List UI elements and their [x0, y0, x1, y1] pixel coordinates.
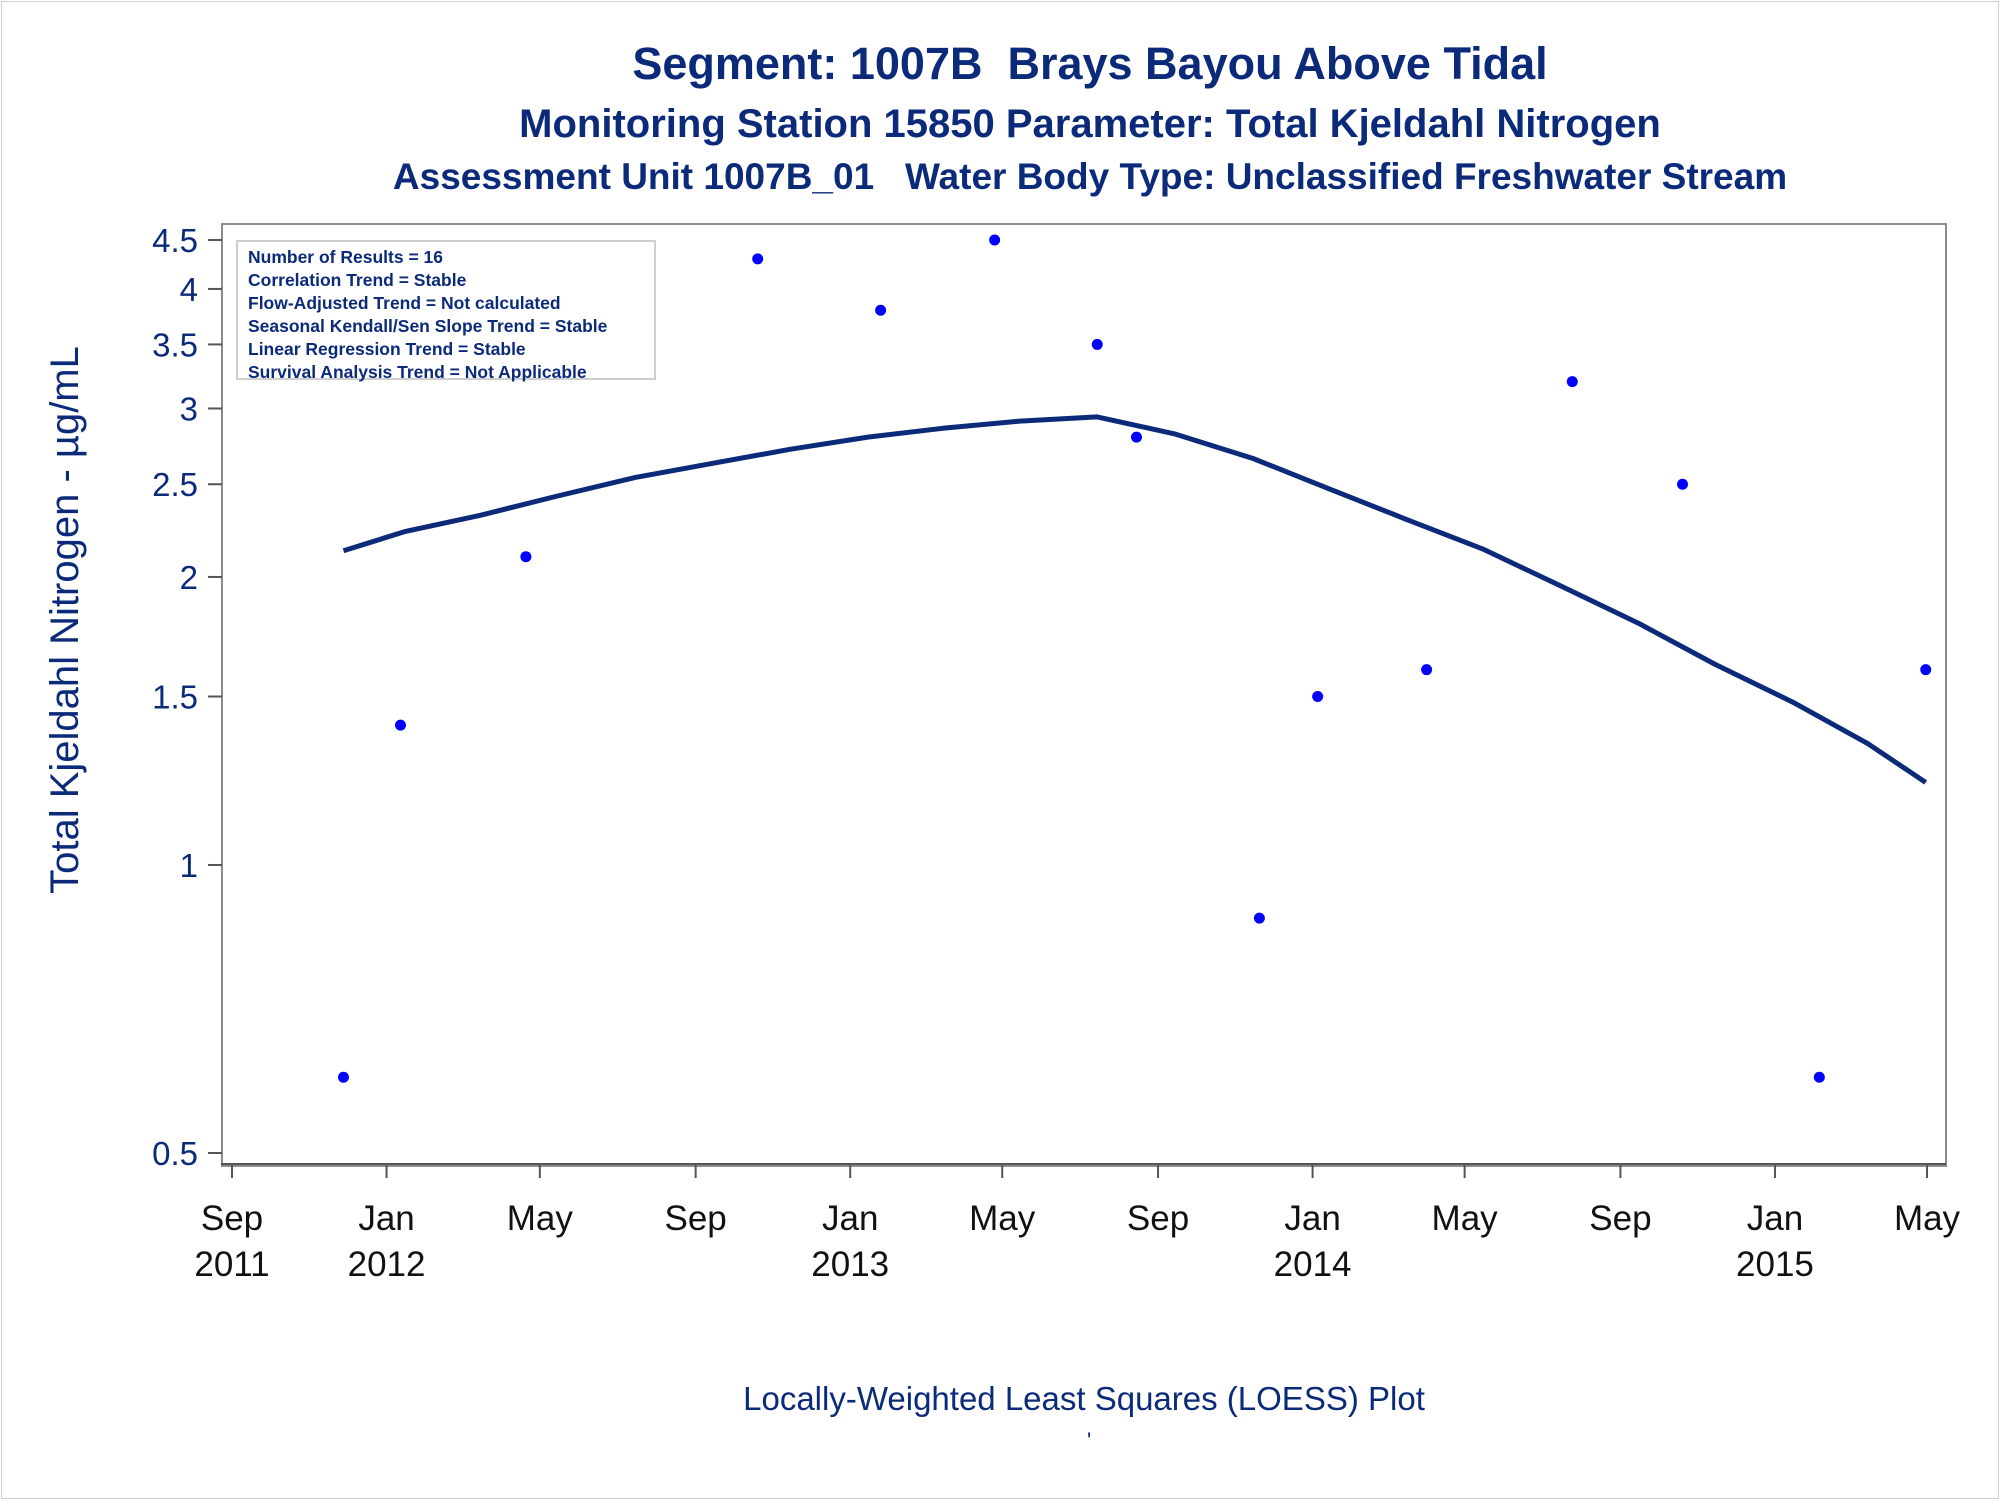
x-tick-label-month: Sep — [665, 1199, 727, 1238]
footnote-mark: ' — [1087, 1428, 1092, 1453]
data-point — [752, 253, 764, 265]
stat-number-of-results: Number of Results = 16 — [248, 247, 443, 267]
x-tick-label-year: 2012 — [348, 1245, 426, 1284]
loess-line-layer — [342, 414, 1928, 785]
data-point — [520, 551, 532, 563]
y-tick-label: 0.5 — [152, 1135, 198, 1172]
data-point — [1253, 912, 1265, 924]
stat-correlation-trend: Correlation Trend = Stable — [248, 270, 467, 290]
y-tick-label: 3 — [180, 390, 198, 427]
stat-survival-analysis-trend: Survival Analysis Trend = Not Applicable — [248, 362, 587, 382]
x-tick-label-month: May — [969, 1199, 1036, 1238]
y-axis: 0.5 1 1.5 2 2.5 3 3.5 4 4.5 — [152, 222, 222, 1172]
x-tick-label-month: Sep — [1127, 1199, 1189, 1238]
data-points-layer — [337, 234, 1932, 1083]
y-tick-label: 1 — [180, 847, 198, 884]
data-point — [989, 234, 1001, 246]
x-tick-label-year: 2011 — [194, 1245, 269, 1284]
trend-statistics-box: Number of Results = 16 Correlation Trend… — [236, 240, 656, 382]
y-tick-label: 2.5 — [152, 466, 198, 503]
x-tick-label-month: May — [1432, 1199, 1499, 1238]
data-point — [337, 1071, 349, 1083]
data-point — [1566, 376, 1578, 388]
data-point — [875, 304, 887, 316]
x-tick-label-month: Jan — [1747, 1199, 1803, 1238]
loess-line — [342, 414, 1928, 785]
data-point — [1421, 664, 1433, 676]
y-tick-label: 4.5 — [152, 222, 198, 259]
data-point — [1813, 1071, 1825, 1083]
plot-footnote: Locally-Weighted Least Squares (LOESS) P… — [743, 1380, 1425, 1417]
data-point — [1312, 691, 1324, 702]
x-axis: Sep 2011 Jan 2012 May Sep Jan 2013 May Sep Jan 2014… — [194, 1163, 1961, 1284]
x-tick-label-month: Jan — [358, 1199, 414, 1238]
data-point — [1131, 431, 1143, 443]
y-tick-label: 3.5 — [152, 326, 198, 363]
x-tick-label-month: May — [1894, 1199, 1961, 1238]
x-tick-label-year: 2014 — [1274, 1245, 1352, 1284]
x-tick-label-month: May — [507, 1199, 574, 1238]
data-point — [1920, 664, 1932, 676]
chart-subtitle-2: Assessment Unit 1007B_01 Water Body Type… — [392, 156, 1788, 197]
y-tick-label: 1.5 — [152, 679, 198, 716]
x-tick-label-month: Sep — [201, 1199, 263, 1238]
chart-title: Segment: 1007B Brays Bayou Above Tidal — [632, 38, 1548, 89]
data-point — [1091, 338, 1103, 350]
data-point — [1677, 478, 1689, 490]
x-tick-label-month: Jan — [822, 1199, 878, 1238]
x-tick-label-year: 2013 — [811, 1245, 889, 1284]
y-tick-label: 4 — [180, 271, 198, 308]
x-tick-label-month: Jan — [1284, 1199, 1340, 1238]
stat-seasonal-kendall-trend: Seasonal Kendall/Sen Slope Trend = Stabl… — [248, 316, 608, 336]
plot-area — [221, 223, 1947, 1167]
x-tick-label-month: Sep — [1589, 1199, 1651, 1238]
stat-flow-adjusted-trend: Flow-Adjusted Trend = Not calculated — [248, 293, 561, 313]
chart-subtitle: Monitoring Station 15850 Parameter: Tota… — [519, 102, 1661, 146]
y-axis-label: Total Kjeldahl Nitrogen - µg/mL — [43, 346, 87, 894]
data-point — [394, 719, 406, 731]
x-tick-label-year: 2015 — [1736, 1245, 1814, 1284]
stat-linear-regression-trend: Linear Regression Trend = Stable — [248, 339, 526, 359]
y-tick-label: 2 — [180, 559, 198, 596]
